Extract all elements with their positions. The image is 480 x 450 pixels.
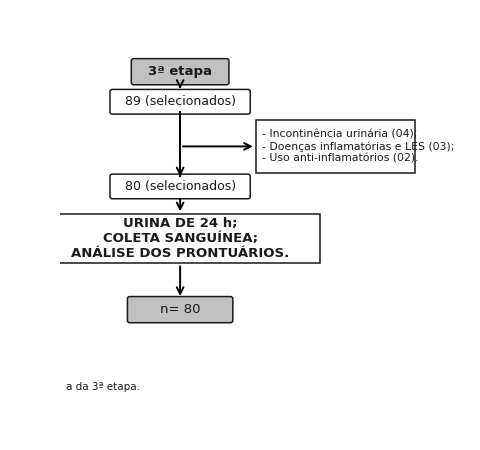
FancyBboxPatch shape xyxy=(127,297,233,323)
FancyBboxPatch shape xyxy=(110,90,250,114)
Text: 89 (selecionados): 89 (selecionados) xyxy=(125,95,236,108)
Text: 80 (selecionados): 80 (selecionados) xyxy=(125,180,236,193)
Text: URINA DE 24 h;
COLETA SANGUÍNEA;
ANÁLISE DOS PRONTUÁRIOS.: URINA DE 24 h; COLETA SANGUÍNEA; ANÁLISE… xyxy=(71,217,289,260)
Text: - Incontinência urinária (04);
- Doenças inflamatórias e LES (03);
- Uso anti-in: - Incontinência urinária (04); - Doenças… xyxy=(262,130,454,163)
FancyBboxPatch shape xyxy=(132,58,229,85)
FancyBboxPatch shape xyxy=(41,214,320,263)
FancyBboxPatch shape xyxy=(110,174,250,199)
Text: 3ª etapa: 3ª etapa xyxy=(148,65,212,78)
Text: a da 3ª etapa.: a da 3ª etapa. xyxy=(66,382,140,392)
Text: n= 80: n= 80 xyxy=(160,303,200,316)
FancyBboxPatch shape xyxy=(256,120,415,173)
